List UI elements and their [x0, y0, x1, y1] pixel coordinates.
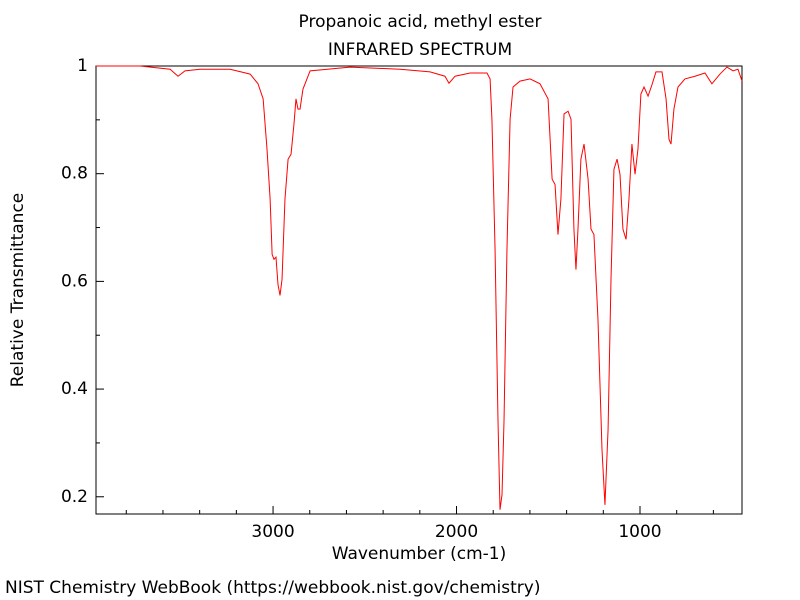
- y-tick-label: 0.2: [61, 487, 88, 507]
- y-tick-label: 1: [77, 56, 88, 76]
- y-axis-label: Relative Transmittance: [8, 193, 28, 388]
- x-tick-label: 3000: [251, 522, 294, 542]
- y-tick-label: 0.4: [61, 379, 88, 399]
- plot-frame: [95, 65, 743, 515]
- footer: NIST Chemistry WebBook (https://webbook.…: [5, 578, 540, 598]
- x-tick-label: 1000: [618, 522, 661, 542]
- y-tick-label: 0.6: [61, 271, 88, 291]
- x-tick-label: 2000: [435, 522, 478, 542]
- x-axis-label: Wavenumber (cm-1): [332, 544, 507, 564]
- chart-subtitle: INFRARED SPECTRUM: [328, 40, 512, 60]
- chart-title: Propanoic acid, methyl ester: [299, 12, 542, 32]
- y-tick-label: 0.8: [61, 164, 88, 184]
- spectrum-line: [96, 65, 743, 510]
